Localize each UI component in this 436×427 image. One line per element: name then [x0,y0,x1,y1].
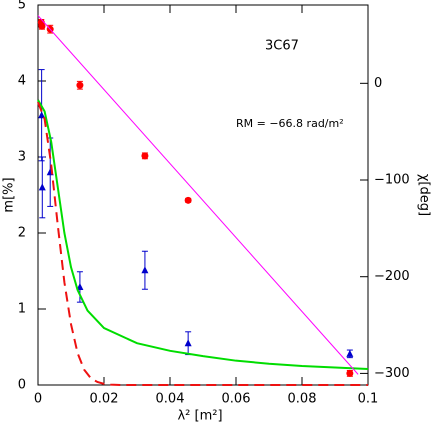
y-tick-label: 3 [18,150,26,165]
y-tick-label: 0 [18,378,26,393]
annotation: RM = −66.8 rad/m² [236,117,344,130]
y-axis-label: m[%] [2,177,17,212]
y2-tick-label: −300 [374,366,410,381]
x-tick-label: 0.08 [288,392,317,407]
marker [184,339,192,347]
marker [38,111,46,119]
marker [38,183,46,191]
y-tick-label: 1 [18,302,26,317]
y2-tick-label: 0 [374,76,382,91]
marker [141,266,149,274]
marker [346,369,354,377]
y-tick-label: 4 [18,74,26,89]
y2-tick-label: −200 [374,269,410,284]
x-tick-label: 0.06 [222,392,251,407]
curve [37,99,369,371]
y-tick-label: 5 [18,0,26,13]
marker [76,81,84,89]
y-tick-label: 2 [18,226,26,241]
x-tick-label: 0.1 [358,392,379,407]
marker [141,152,149,160]
marker [38,22,46,30]
y2-axis-label: χ[deg] [417,174,432,216]
marker [184,196,192,204]
curve [37,101,368,386]
x-tick-label: 0 [34,392,42,407]
x-tick-label: 0.04 [156,392,185,407]
marker [346,349,354,357]
plot-frame [37,4,369,386]
y2-tick-label: −100 [374,173,410,188]
x-axis-label: λ² [m²] [177,409,222,424]
marker [76,282,84,290]
annotation: 3C67 [265,39,299,54]
curve [37,15,359,375]
x-tick-label: 0.02 [90,392,119,407]
